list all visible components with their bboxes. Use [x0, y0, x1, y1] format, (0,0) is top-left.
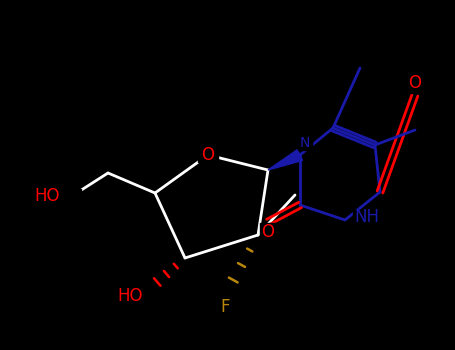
Bar [198, 148, 218, 162]
Text: HO: HO [117, 287, 143, 305]
Text: F: F [220, 298, 230, 316]
Text: N: N [300, 136, 310, 150]
Bar [217, 298, 233, 312]
Text: O: O [202, 146, 214, 164]
Text: NH: NH [354, 208, 379, 226]
Polygon shape [268, 149, 303, 170]
Bar [260, 223, 276, 237]
Bar [353, 210, 381, 224]
Bar [407, 79, 423, 93]
Text: O: O [262, 223, 274, 241]
Bar [123, 287, 153, 301]
Bar [51, 189, 81, 203]
Bar [298, 136, 312, 149]
Text: O: O [409, 74, 421, 92]
Text: HO: HO [35, 187, 60, 205]
